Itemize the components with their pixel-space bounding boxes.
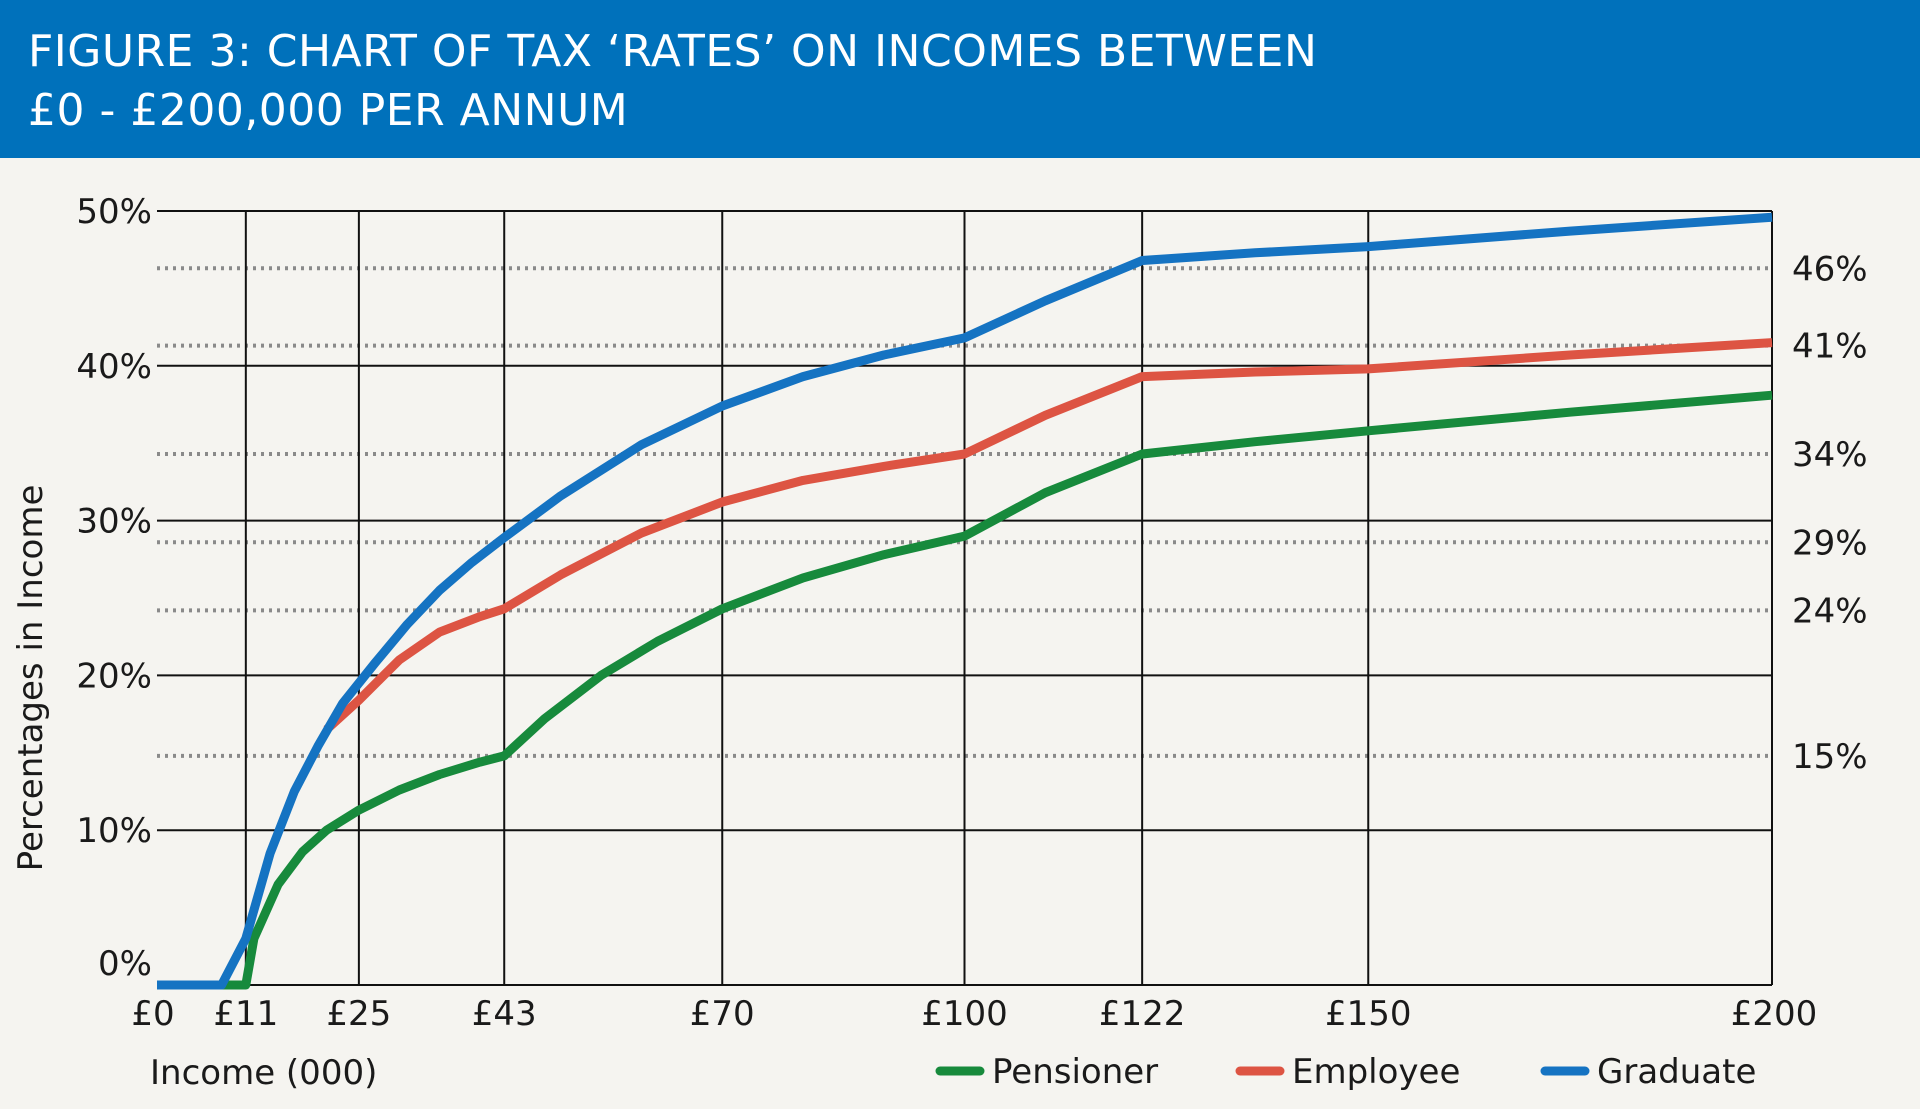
- x-tick-label: £0: [131, 994, 174, 1034]
- y-axis-ticks: 0% 10% 20% 30% 40% 50%: [76, 192, 152, 984]
- y-tick-label: 30%: [76, 502, 152, 542]
- reference-label: 46%: [1792, 249, 1868, 289]
- x-tick-label: £100: [921, 994, 1008, 1034]
- chart-title-line-1: FIGURE 3: CHART OF TAX ‘RATES’ ON INCOME…: [28, 26, 1318, 77]
- y-tick-label: 20%: [76, 656, 152, 696]
- reference-lines: [157, 266, 1772, 758]
- chart-title-line-2: £0 - £200,000 PER ANNUM: [28, 85, 629, 136]
- chart-grid: [157, 210, 1773, 986]
- y-tick-label: 0%: [98, 944, 152, 984]
- y-axis-label: Percentages in Income: [11, 485, 51, 872]
- x-tick-label: £150: [1325, 994, 1412, 1034]
- x-tick-label: £122: [1099, 994, 1186, 1034]
- series-line-graduate: [157, 212, 1773, 990]
- reference-labels: 46% 41% 34% 29% 24% 15%: [1792, 249, 1868, 777]
- x-tick-label: £25: [326, 994, 391, 1034]
- x-tick-label: £43: [472, 994, 537, 1034]
- chart-header: FIGURE 3: CHART OF TAX ‘RATES’ ON INCOME…: [0, 0, 1920, 158]
- y-tick-label: 10%: [76, 811, 152, 851]
- reference-label: 15%: [1792, 737, 1868, 777]
- reference-label: 24%: [1792, 591, 1868, 631]
- y-tick-label: 50%: [76, 192, 152, 232]
- series-line-pensioner: [157, 390, 1773, 990]
- reference-label: 41%: [1792, 327, 1868, 367]
- legend-label-pensioner: Pensioner: [992, 1052, 1158, 1092]
- legend-label-graduate: Graduate: [1597, 1052, 1756, 1092]
- x-tick-label: £200: [1731, 994, 1818, 1034]
- x-axis-ticks: £0 £11 £25 £43 £70 £100 £122 £150 £200: [131, 994, 1817, 1034]
- legend-label-employee: Employee: [1292, 1052, 1460, 1092]
- chart-legend: Pensioner Employee Graduate: [935, 1052, 1756, 1092]
- y-tick-label: 40%: [76, 347, 152, 387]
- reference-label: 29%: [1792, 523, 1868, 563]
- series-line-employee: [323, 338, 1773, 733]
- x-tick-label: £11: [213, 994, 278, 1034]
- x-tick-label: £70: [690, 994, 755, 1034]
- reference-label: 34%: [1792, 435, 1868, 475]
- x-axis-label: Income (000): [150, 1053, 377, 1093]
- chart-series: [157, 212, 1773, 990]
